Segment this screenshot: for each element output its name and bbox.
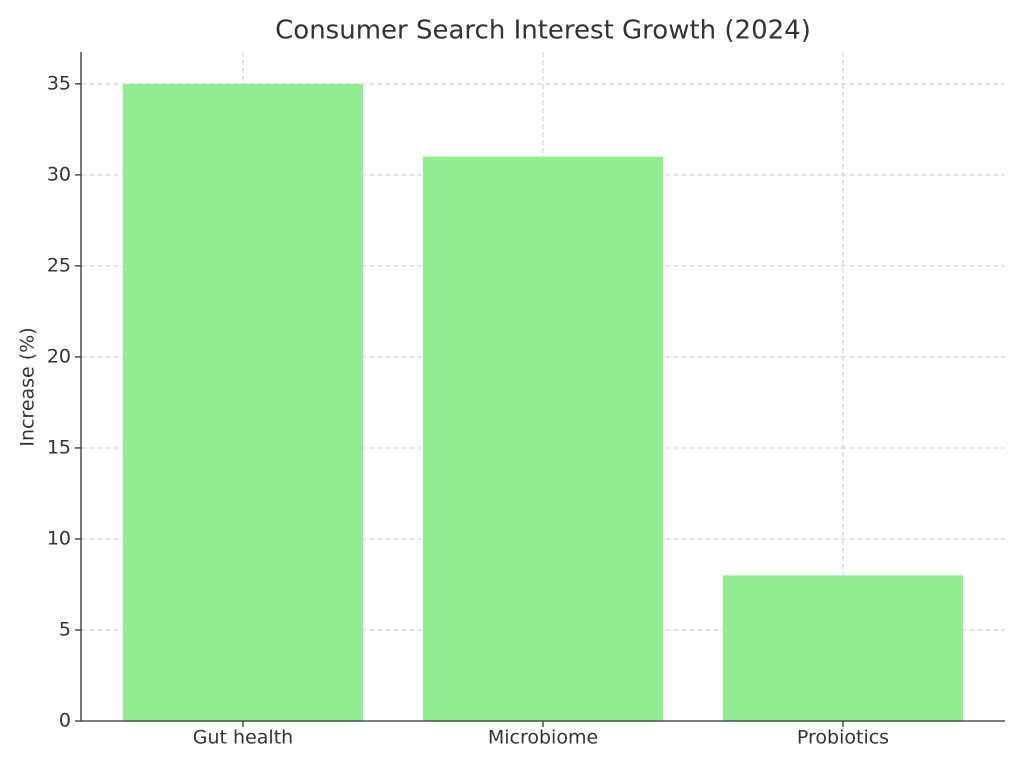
y-axis-label: Increase (%) [17,327,39,446]
y-tick-label: 0 [59,710,71,732]
y-tick-label: 10 [47,527,71,549]
y-tick-label: 30 [47,163,71,185]
y-tick-label: 20 [47,345,71,367]
x-tick-label: Probiotics [797,727,889,749]
y-tick-label: 15 [47,436,71,458]
chart-title: Consumer Search Interest Growth (2024) [275,16,811,46]
bar [123,83,363,722]
bar [423,156,663,721]
y-tick-label: 25 [47,254,71,276]
y-tick-label: 35 [47,72,71,94]
bar [723,575,963,721]
x-tick-label: Gut health [193,727,293,749]
y-tick-label: 5 [59,618,71,640]
x-tick-label: Microbiome [488,727,598,749]
